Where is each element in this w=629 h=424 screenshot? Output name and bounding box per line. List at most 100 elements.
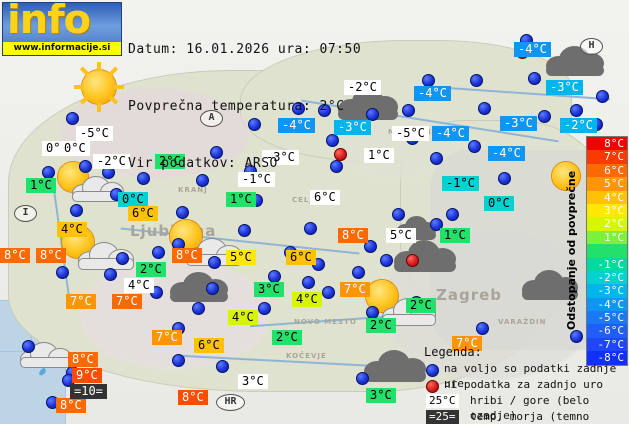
temperature-chip: 3°C <box>254 282 284 297</box>
temperature-chip: 8°C <box>68 352 98 367</box>
temperature-chip: 1°C <box>364 148 394 163</box>
color-scale-row: 6°C <box>587 163 627 178</box>
city-label: CELJE <box>292 196 319 204</box>
color-scale-row: -6°C <box>587 324 627 338</box>
temperature-chip: 0°C <box>484 196 514 211</box>
station-dot <box>258 302 271 315</box>
temperature-chip: 4°C <box>124 278 154 293</box>
temperature-chip: 6°C <box>286 250 316 265</box>
legend-item: ni podatka za zadnjo uro <box>424 377 624 393</box>
station-dot <box>430 218 443 231</box>
station-dot <box>116 252 129 265</box>
temperature-chip: 5°C <box>386 228 416 243</box>
color-scale-row: -1°C <box>587 257 627 271</box>
temperature-chip: 8°C <box>36 248 66 263</box>
color-scale-row <box>587 244 627 258</box>
cloud-icon-east <box>394 238 456 272</box>
temperature-chip: 1°C <box>26 178 56 193</box>
station-dot <box>446 208 459 221</box>
temperature-chip: 7°C <box>340 282 370 297</box>
legend-title: Legenda: <box>424 345 482 359</box>
logo-url: www.informacije.si <box>3 42 121 55</box>
temperature-chip: 8°C <box>338 228 368 243</box>
header-info: Datum: 16.01.2026 ura: 07:50 Povprečna t… <box>128 2 361 211</box>
color-scale: Odstopanje od povprečne temperature: 8°C… <box>562 136 628 366</box>
temperature-chip: 7°C <box>452 336 482 351</box>
legend-item-label: hribi / gore (belo ozadje) <box>470 394 590 422</box>
site-logo[interactable]: info www.informacije.si <box>2 2 122 56</box>
station-dot <box>192 302 205 315</box>
city-label: KOČEVJE <box>286 352 327 360</box>
station-dot <box>322 286 335 299</box>
station-dot <box>468 140 481 153</box>
temperature-chip: -3°C <box>500 116 537 131</box>
temperature-chip: 2°C <box>136 262 166 277</box>
temperature-chip: 1°C <box>440 228 470 243</box>
station-dot <box>570 330 583 343</box>
temperature-chip: 3°C <box>366 388 396 403</box>
temperature-chip: 2°C <box>406 298 436 313</box>
temperature-chip: 7°C <box>112 294 142 309</box>
color-scale-row: 4°C <box>587 190 627 204</box>
temperature-chip: 7°C <box>152 330 182 345</box>
color-scale-row: 5°C <box>587 177 627 191</box>
header-avg-temp-line: Povprečna temperatura: 2°C <box>128 99 345 114</box>
station-dot <box>206 282 219 295</box>
station-dot <box>380 254 393 267</box>
color-scale-row: 3°C <box>587 203 627 218</box>
temperature-chip: 8°C <box>0 248 30 263</box>
cloud-icon-west <box>170 270 228 302</box>
temperature-chip: 6°C <box>128 206 158 221</box>
temperature-chip: 0°C <box>60 141 90 156</box>
temperature-chip: 2°C <box>366 318 396 333</box>
color-scale-row: -2°C <box>587 270 627 285</box>
station-dot <box>176 206 189 219</box>
station-dot <box>248 118 261 131</box>
temperature-chip: 4°C <box>57 222 87 237</box>
station-dot <box>330 160 343 173</box>
station-dot <box>528 72 541 85</box>
temperature-chip: 8°C <box>56 398 86 413</box>
legend-sea-chip: =25= <box>426 410 459 424</box>
temperature-chip: 3°C <box>238 374 268 389</box>
temperature-chip: -4°C <box>414 86 451 101</box>
station-dot <box>478 102 491 115</box>
temperature-chip: -4°C <box>278 118 315 133</box>
station-dot <box>208 256 221 269</box>
color-scale-bar: 8°C 7°C 6°C 5°C 4°C 3°C 2°C 1°C -1°C -2°C -3°C -4°C… <box>586 136 628 366</box>
temperature-chip: -4°C <box>488 146 525 161</box>
temperature-chip: 4°C <box>228 310 258 325</box>
temperature-chip: 7°C <box>66 294 96 309</box>
station-dot <box>79 160 92 173</box>
station-dot <box>596 90 609 103</box>
temperature-chip: 1°C <box>226 192 256 207</box>
city-label: NOVO MESTO <box>294 318 357 326</box>
station-dot <box>326 134 339 147</box>
country-marker-i: I <box>14 205 37 222</box>
station-dot <box>476 322 489 335</box>
temperature-chip: -4°C <box>432 126 469 141</box>
station-dot <box>70 204 83 217</box>
cloud-icon-southeast <box>364 348 426 382</box>
temperature-chip: 6°C <box>310 190 340 205</box>
temperature-chip: -5°C <box>76 126 113 141</box>
station-dot <box>66 112 79 125</box>
temperature-chip: 6°C <box>194 338 224 353</box>
station-dot <box>318 104 331 117</box>
legend-rows: na voljo so podatki zadnje ure ni podatka… <box>424 361 624 424</box>
station-dot <box>216 360 229 373</box>
station-dot <box>292 102 305 115</box>
temperature-chip: 4°C <box>292 292 322 307</box>
legend-item: 25°C hribi / gore (belo ozadje) <box>424 393 624 422</box>
color-scale-title: Odstopanje od povprečne temperature: <box>565 170 598 330</box>
country-marker-hr: HR <box>216 394 245 411</box>
temperature-chip: 2°C <box>155 154 185 169</box>
temperature-chip: 9°C <box>72 368 102 383</box>
station-dot <box>366 108 379 121</box>
sea-temperature-chip: =10= <box>70 384 107 399</box>
temperature-chip: 0°C <box>118 192 148 207</box>
station-dot-nodata <box>334 148 347 161</box>
station-dot <box>498 172 511 185</box>
station-dot <box>352 266 365 279</box>
station-dot <box>402 104 415 117</box>
